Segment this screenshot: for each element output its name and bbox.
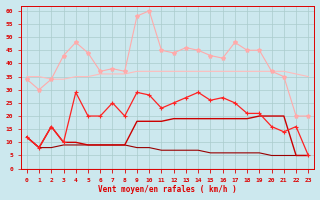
X-axis label: Vent moyen/en rafales ( km/h ): Vent moyen/en rafales ( km/h )	[98, 185, 237, 194]
